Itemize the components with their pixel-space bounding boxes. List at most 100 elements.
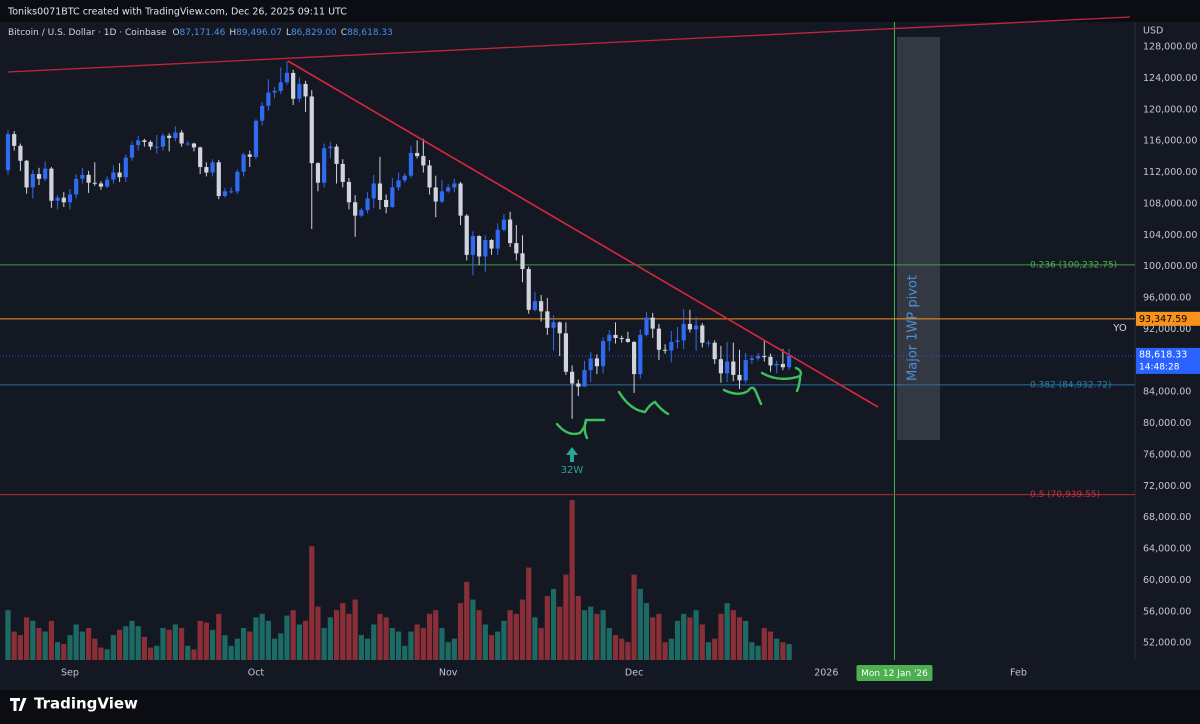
- candle-body: [607, 334, 612, 342]
- volume-bar: [98, 647, 104, 660]
- candle-body: [241, 154, 246, 172]
- volume-bar: [538, 628, 544, 660]
- volume-bar: [346, 613, 352, 660]
- candle-body: [129, 145, 135, 158]
- logo-icon: [10, 698, 27, 711]
- volume-bar: [501, 620, 507, 660]
- candle-body: [204, 167, 209, 173]
- candle-body: [520, 253, 525, 269]
- candle-body: [98, 183, 104, 187]
- candle-body: [477, 236, 482, 257]
- volume-bar: [588, 606, 594, 660]
- ohlc-value: 89,496.07: [236, 28, 282, 38]
- volume-bar: [476, 610, 482, 660]
- x-tick-label: Sep: [61, 668, 79, 679]
- candle-body: [359, 210, 364, 216]
- y-tick-label: 120,000.00: [1143, 104, 1197, 115]
- candle-body: [272, 90, 277, 93]
- volume-bar: [761, 628, 767, 660]
- volume-bar: [650, 617, 656, 660]
- volume-bar: [123, 626, 129, 660]
- y-tick-label: 60,000.00: [1143, 575, 1191, 586]
- volume-bar: [253, 617, 259, 660]
- volume-bar: [352, 599, 358, 660]
- candle-body: [743, 359, 748, 381]
- candle-body: [55, 197, 60, 201]
- candle-body: [390, 187, 395, 208]
- volume-bar: [23, 617, 30, 660]
- volume-bar: [569, 500, 575, 660]
- volume-bar: [575, 596, 581, 660]
- candle-body: [675, 340, 680, 342]
- y-tick-label: 56,000.00: [1143, 606, 1191, 617]
- volume-bar: [451, 638, 457, 660]
- candle-body: [439, 191, 445, 202]
- volume-bar: [693, 610, 699, 660]
- candle-body: [253, 120, 259, 157]
- candle-body: [768, 356, 773, 366]
- candle-body: [148, 141, 153, 147]
- volume-bar: [743, 620, 749, 660]
- candle-body: [284, 72, 290, 83]
- candle-body: [656, 328, 662, 350]
- candle-body: [260, 105, 265, 121]
- candle-body: [749, 358, 754, 360]
- volume-bar: [5, 610, 11, 660]
- volume-bar: [544, 596, 550, 660]
- marker-box: [856, 665, 933, 681]
- candle-body: [198, 147, 203, 168]
- volume-bar: [48, 620, 54, 660]
- volume-bar: [445, 642, 451, 660]
- volume-bar: [203, 622, 209, 660]
- volume-bar: [358, 635, 364, 660]
- volume-bar: [681, 613, 687, 660]
- y-tick-label: 124,000.00: [1143, 73, 1197, 84]
- candle-body: [433, 187, 438, 202]
- volume-bar: [265, 620, 271, 660]
- volume-bar: [563, 574, 569, 660]
- volume-bar: [302, 620, 309, 660]
- volume-bar: [197, 620, 203, 660]
- volume-bar: [594, 613, 600, 660]
- header-text: Toniks0071BTC created with TradingView.c…: [7, 7, 347, 18]
- volume-bar: [79, 631, 85, 660]
- candle-body: [49, 168, 54, 201]
- candle-body: [247, 154, 252, 157]
- candle-body: [74, 178, 79, 195]
- logo-text: TradingView: [34, 695, 138, 713]
- volume-bar: [619, 638, 625, 660]
- volume-bar: [439, 628, 445, 660]
- candle-body: [340, 163, 345, 182]
- candle-body: [613, 334, 618, 339]
- volume-bar: [426, 613, 433, 660]
- y-tick-label: 100,000.00: [1143, 261, 1197, 272]
- candle-body: [625, 338, 631, 342]
- level-label: 0.382 (84,932.72): [1030, 380, 1111, 390]
- candle-body: [303, 83, 308, 97]
- candle-body: [718, 359, 723, 374]
- candle-body: [724, 361, 730, 374]
- price-marker-box: [1136, 311, 1200, 326]
- volume-bar: [290, 610, 296, 660]
- candle-body: [43, 168, 48, 179]
- pivot-zone: [897, 37, 940, 440]
- volume-bar: [73, 624, 79, 660]
- volume-bar: [340, 603, 346, 660]
- candle-body: [526, 268, 531, 310]
- candle-body: [755, 356, 761, 359]
- candle-body: [458, 183, 463, 216]
- candle-body: [266, 92, 271, 106]
- candle-body: [80, 174, 85, 179]
- candle-body: [111, 172, 116, 180]
- candle-body: [470, 236, 476, 255]
- level-label: 0.236 (100,232.75): [1030, 260, 1117, 270]
- volume-bar: [780, 642, 786, 660]
- volume-bar: [767, 631, 774, 660]
- volume-bar: [327, 617, 333, 660]
- x-tick-label: Dec: [625, 668, 643, 679]
- yo-label: YO: [1112, 323, 1127, 334]
- ohlc-value: 87,171.46: [180, 28, 226, 38]
- volume-bar: [557, 606, 563, 660]
- candle-body: [210, 162, 215, 173]
- candle-body: [594, 358, 600, 367]
